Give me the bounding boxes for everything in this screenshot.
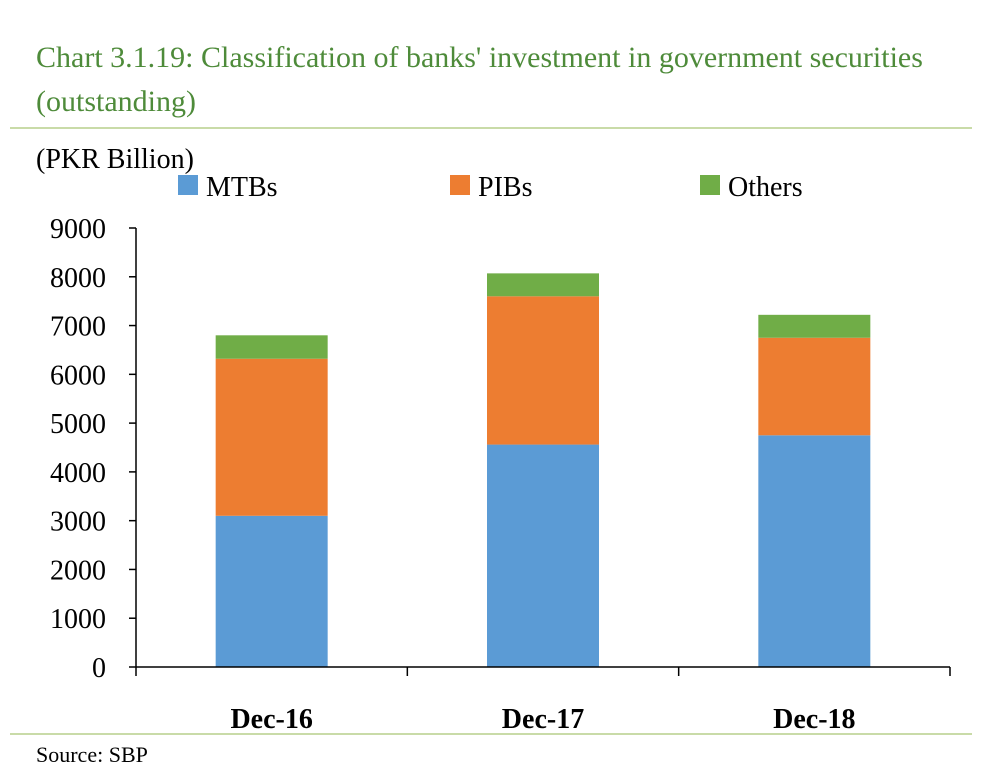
bars: [215, 273, 871, 667]
bar-mtbs-dec-16: [215, 515, 328, 667]
y-tick-label: 3000: [50, 507, 106, 538]
x-tick-label: Dec-18: [773, 704, 855, 735]
source-divider: [10, 733, 972, 735]
x-tick-label: Dec-17: [502, 704, 584, 735]
y-axis: 0 1000 2000 3000 4000 5000 6000 7000 8000 9000: [50, 214, 137, 684]
bar-pibs-dec-17: [487, 296, 599, 445]
source-note: Source: SBP: [36, 742, 148, 767]
bar-others-dec-16: [215, 335, 328, 359]
legend-label-others: Others: [728, 172, 803, 203]
y-tick-label: 1000: [50, 604, 106, 635]
legend-swatch-pibs: [450, 175, 470, 195]
y-tick-label: 8000: [50, 263, 106, 294]
chart-title: Chart 3.1.19: Classification of banks' i…: [36, 41, 923, 118]
unit-label: (PKR Billion): [36, 144, 194, 175]
bar-pibs-dec-16: [215, 358, 328, 516]
legend-swatch-mtbs: [178, 175, 198, 195]
title-divider: [10, 127, 972, 129]
bar-pibs-dec-18: [758, 337, 871, 436]
legend-label-mtbs: MTBs: [206, 172, 278, 203]
legend-swatch-others: [700, 175, 720, 195]
y-tick-label: 9000: [50, 214, 106, 245]
legend: MTBs PIBs Others: [178, 172, 803, 203]
legend-label-pibs: PIBs: [478, 172, 532, 203]
y-tick-label: 6000: [50, 360, 106, 391]
y-tick-label: 5000: [50, 409, 106, 440]
x-tick-label: Dec-16: [230, 704, 312, 735]
x-axis: Dec-16 Dec-17 Dec-18: [135, 666, 951, 735]
bar-mtbs-dec-18: [758, 435, 871, 667]
y-tick-label: 0: [92, 653, 106, 684]
bar-others-dec-18: [758, 314, 871, 338]
y-tick-label: 7000: [50, 312, 106, 343]
bar-others-dec-17: [487, 273, 599, 297]
bar-mtbs-dec-17: [487, 444, 599, 667]
y-tick-label: 2000: [50, 555, 106, 586]
y-tick-label: 4000: [50, 458, 106, 489]
